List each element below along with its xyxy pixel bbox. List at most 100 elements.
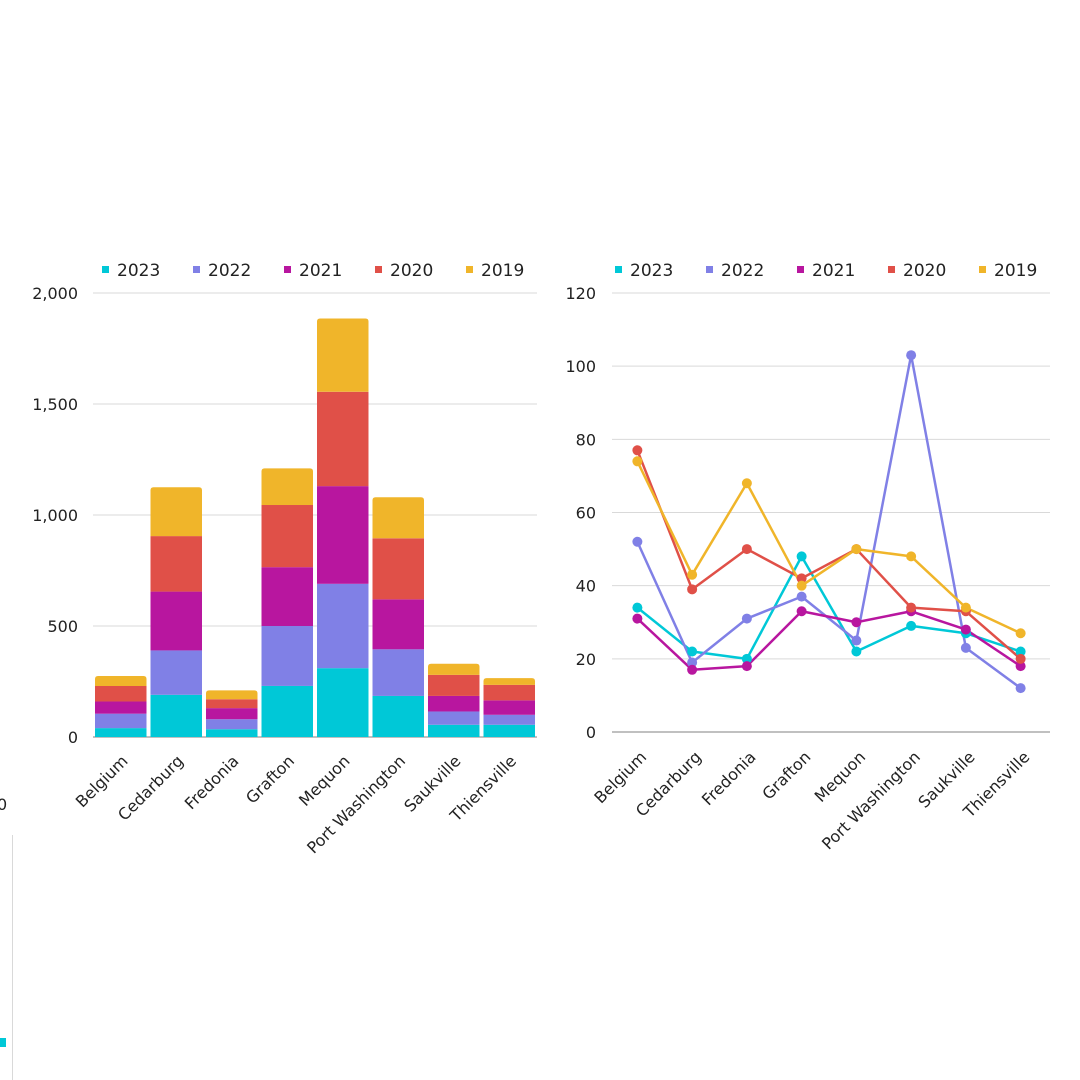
point-2022-port-washington	[906, 350, 917, 361]
legend-marker-2020	[375, 266, 382, 273]
series-line-2022	[636, 353, 1022, 690]
legend-marker-2021	[284, 266, 291, 273]
bar-segment-cedarburg-2023	[150, 694, 202, 737]
point-2022-mequon	[851, 635, 862, 646]
point-2019-thiensville	[1015, 628, 1026, 639]
bar-segment-fredonia-2020	[206, 699, 258, 709]
bar-segment-port-washington-2021	[372, 599, 424, 650]
legend-label-2019: 2019	[994, 261, 1037, 281]
y-tick-label: 60	[576, 504, 596, 523]
point-2020-thiensville	[1015, 653, 1026, 664]
point-2023-belgium	[632, 602, 643, 613]
point-2023-fredonia	[741, 653, 752, 664]
legend-label-2023: 2023	[630, 261, 673, 281]
point-2021-saukville	[960, 624, 971, 635]
y-tick-label: 1,500	[32, 395, 78, 414]
point-2019-grafton	[796, 580, 807, 591]
point-2019-saukville	[960, 602, 971, 613]
bar-segment-saukville-2021	[428, 695, 480, 712]
x-tick-label-fredonia: Fredonia	[698, 747, 760, 809]
point-2023-grafton	[796, 551, 807, 562]
bar-segment-saukville-2023	[428, 724, 480, 737]
y-tick-label: 500	[47, 617, 78, 636]
x-tick-label-port-washington: Port Washington	[303, 751, 409, 857]
legend-label-2022: 2022	[208, 261, 251, 281]
x-tick-label-grafton: Grafton	[758, 747, 814, 803]
legend-marker-2023	[615, 266, 622, 273]
legend-label-2020: 2020	[390, 261, 433, 281]
series-line-2019	[636, 460, 1022, 635]
bar-segment-fredonia-2023	[206, 729, 258, 737]
legend-marker-2022	[706, 266, 713, 273]
bar-segment-belgium-2023	[95, 728, 147, 737]
bar-segment-belgium-2021	[95, 701, 147, 714]
y-tick-label: 80	[576, 430, 596, 449]
point-2021-cedarburg	[687, 664, 698, 675]
bar-segment-mequon-2022	[317, 583, 369, 669]
legend-marker-2019	[466, 266, 473, 273]
point-2023-cedarburg	[687, 646, 698, 657]
x-tick-label-grafton: Grafton	[242, 751, 298, 807]
bar-segment-cedarburg-2019	[150, 487, 202, 537]
series-line-2023	[636, 555, 1022, 661]
point-2020-grafton	[796, 573, 807, 584]
bar-segment-fredonia-2021	[206, 708, 258, 720]
bar-segment-grafton-2023	[261, 685, 313, 737]
y-tick-label: 0	[586, 723, 596, 742]
legend-label-2022: 2022	[721, 261, 764, 281]
point-2023-thiensville	[1015, 646, 1026, 657]
point-2020-cedarburg	[687, 584, 698, 595]
bar-segment-belgium-2022	[95, 713, 147, 729]
bar-segment-thiensville-2019	[483, 678, 535, 685]
legend-label-2021: 2021	[812, 261, 855, 281]
legend-label-2020: 2020	[903, 261, 946, 281]
point-2022-grafton	[796, 591, 807, 602]
point-2019-fredonia	[741, 478, 752, 489]
bar-segment-saukville-2020	[428, 674, 480, 696]
point-2023-mequon	[851, 646, 862, 657]
bar-segment-grafton-2022	[261, 626, 313, 686]
legend-label-2019: 2019	[481, 261, 524, 281]
bar-segment-saukville-2022	[428, 711, 480, 725]
legend-label-2023: 2023	[117, 261, 160, 281]
bar-segment-thiensville-2021	[483, 700, 535, 715]
cropped-axis-line	[12, 835, 13, 1080]
point-2020-belgium	[632, 445, 643, 456]
point-2022-belgium	[632, 536, 643, 547]
bar-segment-port-washington-2019	[372, 497, 424, 539]
bar-segment-mequon-2020	[317, 391, 369, 487]
point-2021-fredonia	[741, 661, 752, 672]
x-tick-label-fredonia: Fredonia	[181, 751, 243, 813]
x-tick-label-port-washington: Port Washington	[818, 747, 924, 853]
bar-segment-cedarburg-2021	[150, 591, 202, 651]
y-tick-label: 0	[68, 728, 78, 747]
y-tick-label: 2,000	[32, 284, 78, 303]
bar-segment-cedarburg-2022	[150, 650, 202, 695]
stacked-bar-chart: 05001,0001,5002,000BelgiumCedarburgFredo…	[32, 261, 537, 857]
bar-segment-grafton-2021	[261, 567, 313, 626]
legend-marker-2021	[797, 266, 804, 273]
bar-segment-mequon-2021	[317, 486, 369, 584]
bar-segment-belgium-2019	[95, 675, 147, 686]
bar-segment-thiensville-2020	[483, 684, 535, 701]
point-2021-belgium	[632, 613, 643, 624]
point-2021-mequon	[851, 617, 862, 628]
cropped-tick-label: 0	[0, 795, 8, 814]
y-tick-label: 100	[565, 357, 596, 376]
bar-segment-belgium-2020	[95, 685, 147, 702]
point-2022-thiensville	[1015, 683, 1026, 694]
point-2019-mequon	[851, 544, 862, 555]
bar-segment-thiensville-2023	[483, 724, 535, 737]
bar-segment-port-washington-2022	[372, 649, 424, 696]
bar-segment-fredonia-2019	[206, 690, 258, 700]
bar-segment-mequon-2019	[317, 318, 369, 392]
point-2020-port-washington	[906, 602, 917, 613]
legend-marker-2019	[979, 266, 986, 273]
legend-marker-2020	[888, 266, 895, 273]
bar-segment-port-washington-2023	[372, 695, 424, 737]
legend-marker-2022	[193, 266, 200, 273]
point-2019-port-washington	[906, 551, 917, 562]
y-tick-label: 1,000	[32, 506, 78, 525]
bar-segment-thiensville-2022	[483, 714, 535, 725]
